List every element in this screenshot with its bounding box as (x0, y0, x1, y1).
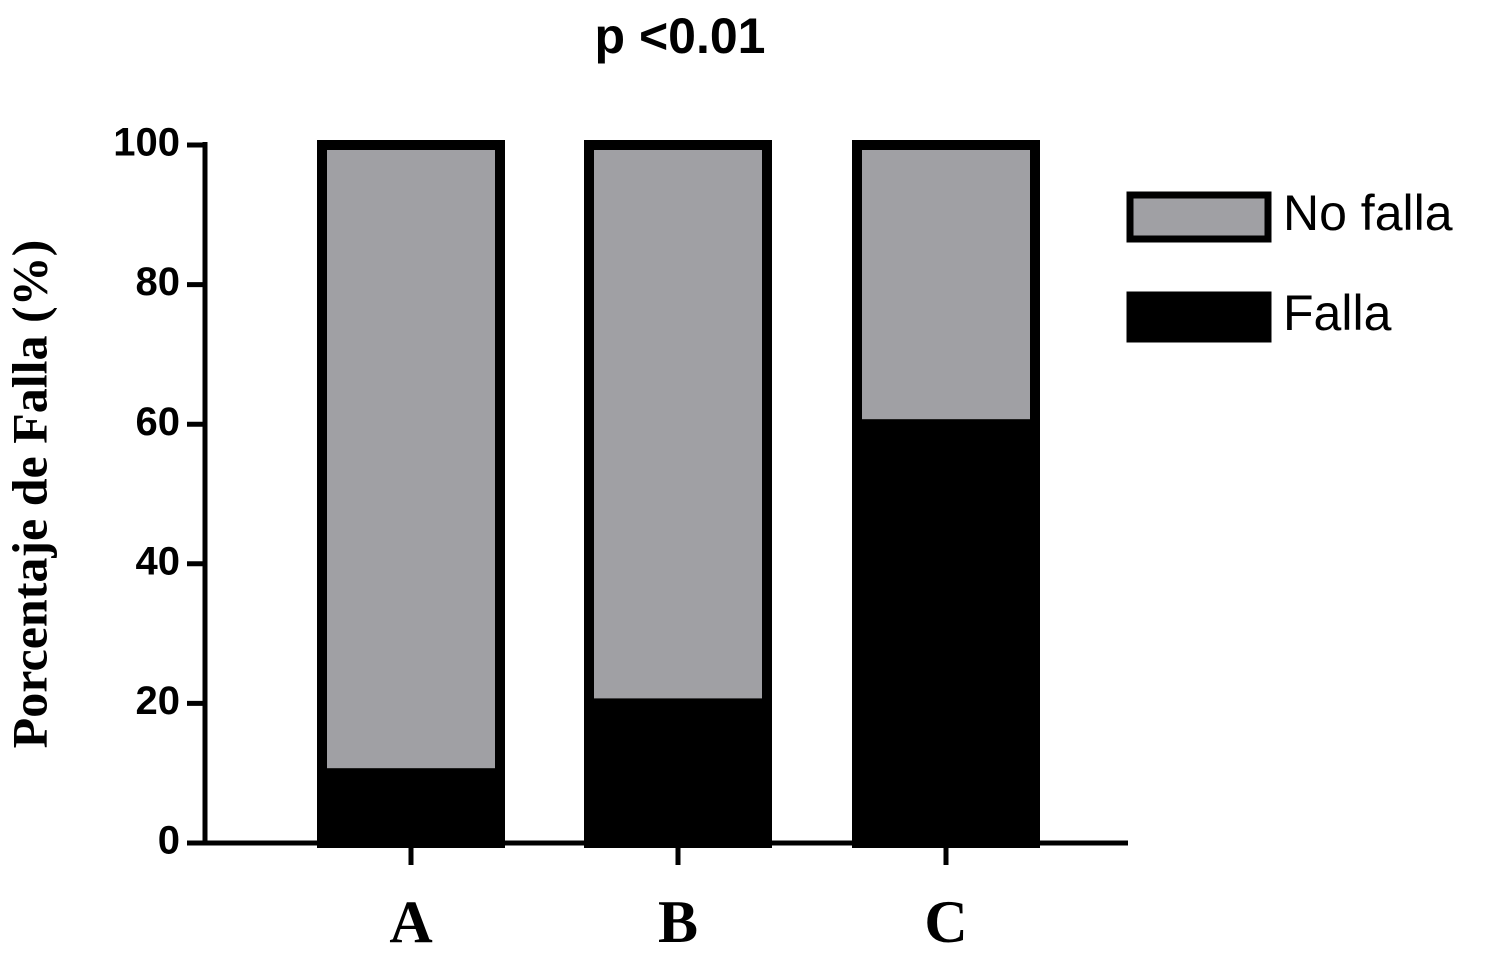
y-tick-label: 100 (113, 121, 180, 165)
chart-title: p <0.01 (595, 8, 766, 64)
bar-segment (852, 140, 1040, 430)
x-tick-label: C (924, 889, 967, 955)
bar-segment (852, 419, 1040, 848)
bar-segment (584, 698, 772, 849)
bar-segment (584, 140, 772, 709)
legend-label: No falla (1283, 185, 1453, 241)
y-axis-label: Porcentaje de Falla (%) (1, 240, 57, 749)
legend-swatch (1126, 291, 1272, 343)
y-tick-label: 60 (136, 400, 181, 444)
legend-label: Falla (1283, 285, 1392, 341)
y-tick-label: 40 (136, 539, 181, 583)
x-tick-label: A (389, 889, 432, 955)
legend-swatch (1126, 191, 1272, 243)
bar-segment (317, 140, 505, 779)
y-tick-label: 20 (136, 679, 181, 723)
bar-segment (317, 768, 505, 849)
y-tick-label: 80 (136, 260, 181, 304)
x-tick-label: B (658, 889, 698, 955)
y-tick-label: 0 (158, 819, 180, 863)
